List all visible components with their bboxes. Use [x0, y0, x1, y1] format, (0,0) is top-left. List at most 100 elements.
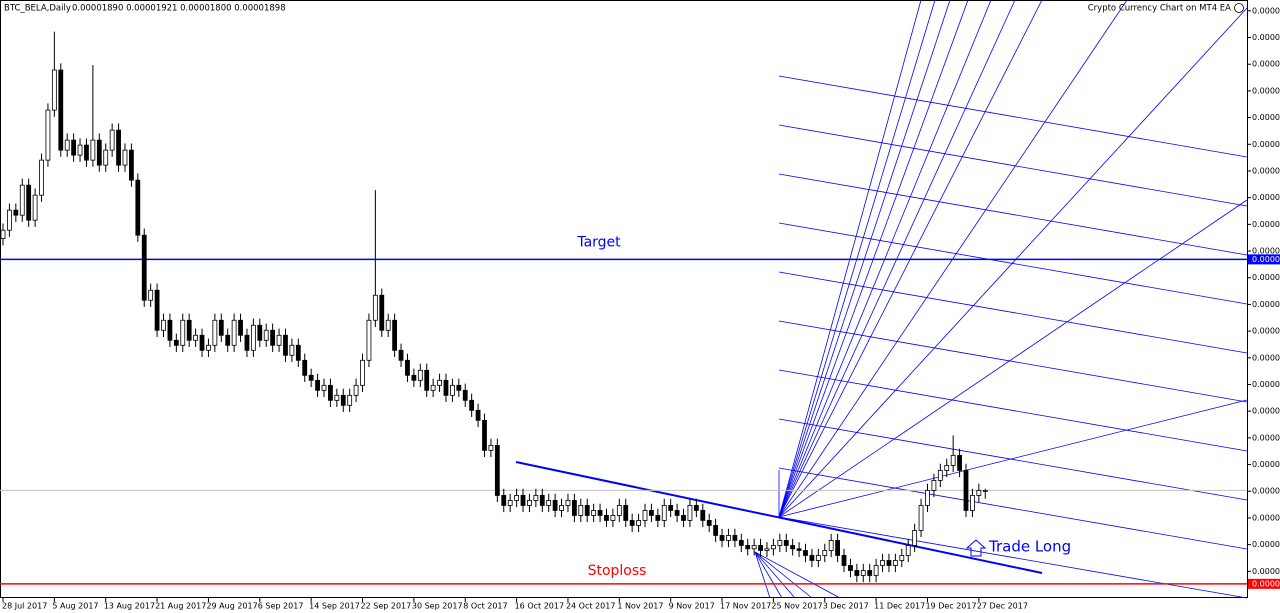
candle-body: [122, 149, 128, 166]
x-tick-label: 11 Dec 2017: [874, 602, 925, 611]
fan-line: [778, 0, 951, 518]
candle-body: [514, 495, 519, 501]
y-tick-label: 0.00003: [1252, 353, 1280, 362]
candle-body: [180, 319, 186, 346]
candle-body: [937, 469, 943, 481]
candle-body: [616, 505, 622, 516]
channel-line: [778, 271, 1248, 354]
candle-body: [353, 384, 359, 396]
candle-body: [161, 319, 166, 331]
channel-line: [778, 173, 1248, 256]
candle-body: [379, 294, 385, 331]
candle-body: [443, 379, 449, 396]
candle-body: [32, 194, 38, 221]
candle-body: [905, 545, 911, 556]
fan-line: [754, 551, 783, 599]
candle-body: [263, 329, 269, 341]
y-tick-label: 0.00006: [1252, 113, 1280, 122]
level-value-box: [1248, 254, 1280, 265]
x-tick-label: 6 Sep 2017: [258, 602, 304, 611]
candle-body: [449, 384, 455, 396]
plot-frame: [0, 0, 1248, 598]
x-tick-label: 17 Nov 2017: [720, 602, 771, 611]
candle-body: [931, 480, 937, 491]
trade-arrow: [965, 539, 987, 557]
candle-body: [559, 505, 564, 511]
candle-body: [385, 319, 391, 331]
candle-body: [796, 548, 802, 551]
candle-body: [578, 505, 584, 516]
candle-body: [822, 550, 828, 556]
fan-line: [754, 551, 796, 599]
candle-body: [302, 359, 308, 376]
candle-body: [199, 334, 205, 351]
candle-body: [411, 374, 417, 381]
x-tick-label: 21 Aug 2017: [155, 602, 206, 611]
candle-body: [674, 510, 680, 516]
y-tick-label: 0.00004: [1252, 273, 1280, 282]
candle-body: [482, 419, 487, 451]
candle-body: [636, 520, 641, 526]
candle-body: [597, 510, 603, 516]
fan-line: [778, 0, 969, 518]
candle-body: [26, 184, 32, 221]
candle-body: [347, 394, 353, 406]
candle-body: [135, 179, 141, 236]
y-tick-label: 0.00001: [1252, 487, 1280, 496]
fan-line: [754, 551, 813, 599]
x-tick-label: 19 Dec 2017: [925, 602, 976, 611]
candle-body: [565, 500, 571, 506]
fan-line: [778, 0, 1128, 518]
fan-line: [754, 551, 841, 599]
fan-line: [778, 0, 992, 518]
candle-body: [732, 535, 738, 541]
candle-body: [372, 294, 378, 321]
candle-body: [751, 545, 757, 550]
candle-body: [860, 570, 866, 576]
candle-body: [64, 139, 70, 151]
candle-body: [661, 505, 667, 521]
candle-body: [867, 570, 873, 576]
candle-body: [899, 555, 905, 561]
candle-body: [642, 510, 648, 521]
channel-line: [778, 467, 1248, 550]
candle-body: [231, 319, 237, 346]
candle-body: [360, 359, 365, 386]
candle-body: [488, 444, 494, 451]
candle-body: [173, 339, 179, 346]
candle-body: [591, 510, 597, 516]
candle-body: [340, 394, 346, 406]
candle-body: [713, 525, 719, 536]
candle-body: [880, 560, 885, 566]
candle-body: [19, 184, 25, 216]
x-tick-label: 29 Aug 2017: [206, 602, 257, 611]
x-tick-label: 24 Oct 2017: [566, 602, 615, 611]
candle-body: [501, 495, 507, 506]
chart-title: BTC_BELA,Daily: [4, 4, 71, 14]
fan-line: [754, 551, 771, 599]
fan-line: [778, 0, 922, 518]
candle-body: [257, 324, 263, 341]
y-tick-label: 0.00006: [1252, 140, 1280, 149]
candle-body: [58, 69, 64, 151]
drawing-objects: [754, 0, 1248, 599]
candle-body: [283, 334, 288, 356]
candle-body: [815, 555, 821, 561]
candle-body: [7, 209, 12, 231]
candle-body: [417, 369, 423, 381]
candle-body: [982, 490, 988, 492]
candle-body: [148, 289, 154, 301]
candle-body: [315, 379, 320, 391]
x-tick-label: 13 Aug 2017: [104, 602, 155, 611]
candle-body: [250, 324, 256, 351]
y-tick-label: 0.00005: [1252, 166, 1280, 175]
candle-body: [270, 329, 276, 346]
candle-body: [681, 515, 686, 521]
fan-line: [778, 199, 1248, 518]
x-tick-label: 3 Dec 2017: [823, 602, 869, 611]
watermark-icon: [1234, 3, 1244, 13]
channel-line: [778, 418, 1248, 501]
candle-body: [886, 560, 892, 566]
candle-body: [507, 500, 513, 506]
